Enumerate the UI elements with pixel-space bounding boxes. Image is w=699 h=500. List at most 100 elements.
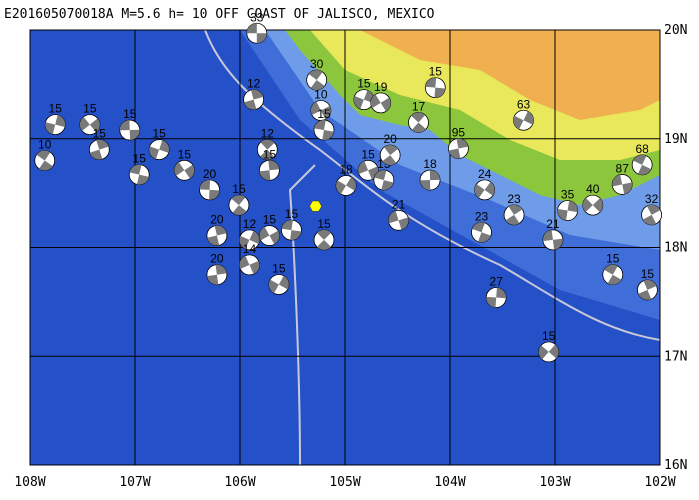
beachball [228,194,250,216]
depth-label: 12 [243,217,257,231]
beachball-quadrant [353,90,374,109]
beachball-quadrant [268,275,289,294]
depth-label: 68 [635,142,649,156]
beachball [306,69,328,91]
depth-label: 18 [339,163,353,177]
depth-label: 18 [423,157,437,171]
beachball [246,22,268,44]
depth-label: 17 [412,99,426,113]
beachball-quadrant [231,195,247,216]
beachball-quadrant [382,145,399,166]
beachball [388,209,409,231]
depth-label: 15 [123,107,137,121]
beachball-quadrant [316,229,332,250]
depth-label: 10 [38,138,52,152]
beachball [243,89,265,110]
y-tick-label: 20N [664,23,687,38]
beachball [88,139,110,161]
beachball [611,174,633,195]
beachball-quadrant [199,179,220,200]
beachball [447,138,469,159]
beachball-quadrant [314,120,334,141]
beachball-quadrant [612,174,633,195]
beachball [637,279,658,301]
beachball [631,154,653,176]
depth-label: 19 [374,80,388,94]
beachball [641,204,662,226]
depth-label: 15 [429,65,443,79]
depth-label: 14 [243,242,257,256]
beachball [34,150,56,171]
beachball [268,274,290,295]
y-tick-label: 19N [664,132,687,147]
depth-label: 32 [645,192,659,206]
beachball [239,229,260,251]
beachball-quadrant [582,197,603,213]
depth-label: 15 [263,147,277,161]
beachball [602,264,624,286]
beachball [408,112,429,133]
depth-label: 10 [314,87,328,101]
beachball-quadrant [538,344,559,360]
x-tick-label: 102W [644,475,675,490]
beachball-quadrant [638,279,657,300]
beachball [503,204,525,226]
x-tick-label: 108W [14,475,45,490]
title: E201605070018A M=5.6 h= 10 OFF COAST OF … [4,7,435,22]
beachball-quadrant [259,139,275,160]
beachball-quadrant [206,264,227,285]
depth-label: 15 [542,329,556,343]
depth-label: 23 [507,192,521,206]
beachball [353,89,375,110]
beachball-quadrant [425,77,446,98]
depth-label: 15 [263,213,277,227]
beachball-quadrant [474,181,495,198]
land-high [360,30,660,120]
depth-label: 15 [49,102,63,116]
depth-label: 12 [247,77,261,91]
x-tick-label: 105W [329,475,360,490]
x-tick-label: 104W [434,475,465,490]
depth-label: 15 [361,147,375,161]
depth-label: 15 [178,147,192,161]
beachball [313,119,335,141]
beachball-quadrant [513,111,534,130]
x-tick-label: 106W [224,475,255,490]
depth-label: 15 [133,152,147,166]
beachball [199,179,220,201]
beachball [471,221,492,243]
beachball-quadrant [411,112,426,133]
depth-label: 20 [210,252,224,266]
beachball [79,114,101,136]
beachball-quadrant [604,264,622,285]
beachball-quadrant [542,229,563,250]
depth-label: 15 [285,207,299,221]
beachball [281,219,302,241]
beachball [370,92,392,114]
beachball-quadrant [149,140,170,160]
beachball [310,100,332,121]
beachball [256,139,278,161]
beachball-quadrant [448,138,469,159]
beachball-quadrant [244,89,264,110]
beachball-quadrant [45,114,66,135]
beachball [206,264,228,286]
depth-label: 15 [317,217,331,231]
depth-label: 95 [452,126,466,140]
x-tick-label: 107W [119,475,150,490]
beachball-quadrant [129,164,149,185]
beachball-quadrant [336,176,357,195]
beachball [128,164,150,186]
depth-label: 23 [475,209,489,223]
depth-label: 15 [83,102,97,116]
beachball-quadrant [246,23,267,44]
y-tick-label: 16N [664,458,687,473]
depth-label: 27 [490,275,504,289]
beachball-quadrant [374,170,394,191]
beachball [258,225,280,246]
depth-label: 87 [616,161,630,175]
depth-label: 21 [392,197,406,211]
beachball [206,225,228,246]
depth-label: 15 [357,77,371,91]
